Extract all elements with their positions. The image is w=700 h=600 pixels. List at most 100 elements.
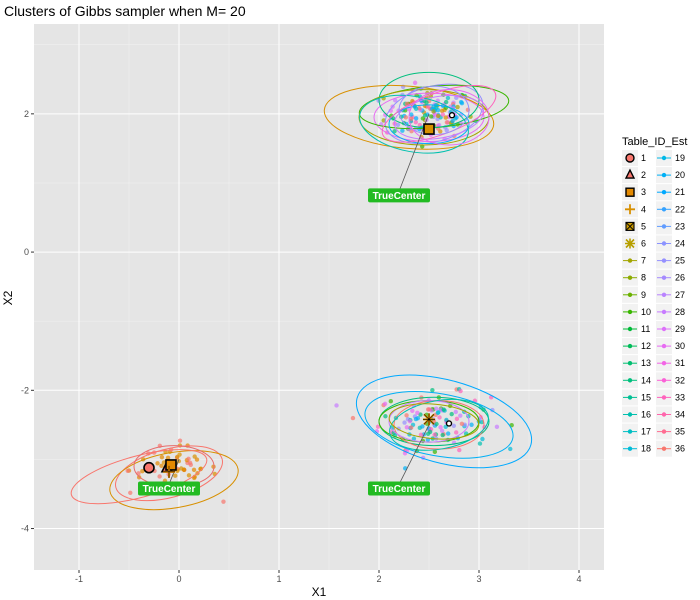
legend-key-point [627, 258, 633, 263]
confidence-ellipse [109, 450, 239, 511]
confidence-ellipse [359, 94, 469, 154]
data-point [186, 456, 191, 462]
legend-key [625, 204, 635, 215]
legend-key-point [661, 378, 667, 383]
cluster-center-marker [423, 123, 435, 135]
data-point [425, 104, 431, 109]
data-point [494, 424, 500, 430]
data-point [425, 431, 431, 436]
legend-key [625, 222, 635, 231]
data-point [436, 123, 442, 128]
legend-entry-label: 8 [641, 273, 646, 283]
legend-entry-label: 32 [675, 375, 685, 385]
data-point [191, 467, 197, 473]
confidence-ellipse [115, 445, 223, 502]
data-point [441, 407, 446, 412]
data-point [392, 98, 398, 103]
data-point [420, 424, 425, 429]
data-point [454, 430, 459, 435]
legend-title: Table_ID_Est [622, 136, 687, 148]
data-point [388, 398, 394, 404]
data-point [432, 449, 438, 455]
x-tick-label: 3 [476, 574, 481, 584]
legend-entry-label: 26 [675, 273, 685, 283]
data-point [440, 112, 446, 117]
legend-key-point [627, 378, 633, 383]
data-point [438, 425, 443, 430]
data-point [395, 122, 401, 128]
data-point [155, 461, 160, 466]
legend-key-point [661, 207, 667, 212]
legend-key [625, 153, 635, 163]
plot-background [34, 24, 604, 570]
callout-box [138, 481, 200, 496]
legend-key-point [661, 429, 667, 434]
data-point [186, 473, 192, 478]
legend-key-point [627, 446, 633, 451]
legend-key-point [627, 429, 633, 434]
confidence-ellipse [389, 399, 489, 451]
data-point [458, 99, 464, 105]
confidence-ellipse [408, 89, 490, 146]
confidence-ellipse [388, 403, 480, 440]
data-point [403, 115, 409, 120]
legend-entry-label: 12 [641, 341, 651, 351]
data-point [409, 116, 414, 121]
data-point [410, 408, 415, 414]
legend-entry-label: 9 [641, 290, 646, 300]
cluster-center-marker [163, 465, 175, 478]
x-axis-title: X1 [312, 585, 327, 599]
data-point [458, 413, 463, 418]
data-point [404, 413, 409, 418]
legend-key-point [661, 275, 667, 280]
confidence-ellipse [355, 374, 533, 469]
data-point [477, 441, 483, 446]
data-point [407, 419, 413, 424]
legend-entry-label: 23 [675, 221, 685, 231]
data-point [422, 113, 428, 118]
legend-entry-label: 17 [641, 427, 651, 437]
legend-key-point [661, 343, 667, 349]
legend-key-point [627, 275, 633, 280]
data-point [334, 403, 339, 408]
data-point [468, 114, 473, 119]
legend-entry-label: 15 [641, 392, 651, 402]
data-point [450, 118, 455, 124]
cluster-center-marker [423, 413, 435, 426]
data-point [458, 388, 463, 394]
data-point [188, 462, 193, 468]
cluster-center-marker [448, 112, 456, 119]
confidence-ellipse [388, 104, 470, 145]
data-point [451, 423, 457, 428]
data-point [375, 424, 381, 429]
data-point [125, 468, 130, 473]
legend-key-point [627, 361, 633, 366]
data-point [429, 114, 434, 119]
legend-key-point [627, 326, 633, 332]
data-point [221, 499, 226, 504]
data-point [350, 415, 356, 421]
data-point [159, 463, 164, 469]
data-point [440, 432, 445, 438]
chart-title: Clusters of Gibbs sampler when M= 20 [4, 3, 246, 19]
callout-label: TrueCenter [143, 484, 196, 495]
data-point [434, 421, 439, 427]
legend-entry-label: 34 [675, 410, 685, 420]
legend-key-point [627, 309, 633, 315]
confidence-ellipse [323, 84, 495, 150]
data-point [480, 436, 485, 442]
data-point [415, 410, 420, 416]
y-tick-label: -4 [21, 524, 29, 534]
x-tick-label: -1 [75, 574, 83, 584]
data-point [128, 490, 133, 495]
data-point [173, 473, 178, 478]
legend-entry-label: 4 [641, 204, 646, 214]
data-point [382, 401, 388, 407]
data-point [175, 454, 180, 460]
legend-key [624, 168, 636, 179]
data-point [449, 411, 454, 417]
data-point [400, 128, 405, 133]
data-point [436, 410, 441, 415]
data-point [434, 406, 439, 411]
legend-entry-label: 2 [641, 170, 646, 180]
